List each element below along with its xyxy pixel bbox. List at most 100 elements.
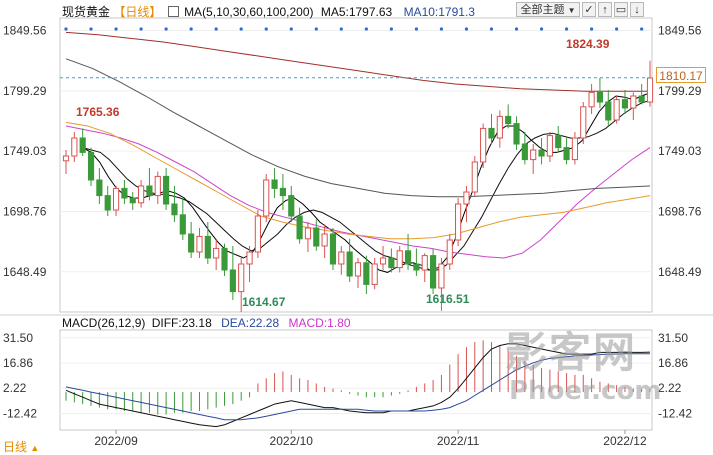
x-tick-label: 2022/10 xyxy=(270,434,314,448)
event-marker-dot xyxy=(89,27,93,31)
price-tick-label-left: 1849.56 xyxy=(3,24,47,38)
macd-dea-value: DEA:22.28 xyxy=(221,316,280,330)
candle-body xyxy=(596,91,604,103)
candle-body xyxy=(271,179,278,189)
candle-body xyxy=(279,187,287,197)
event-marker-dot xyxy=(389,27,393,31)
event-marker-dot xyxy=(339,27,343,31)
ma10-value: MA10:1791.3 xyxy=(403,5,475,19)
candle-body xyxy=(446,239,453,265)
candle-body xyxy=(363,262,370,285)
macd-tick-label-right: 2.22 xyxy=(658,381,682,395)
candle-body xyxy=(163,175,170,205)
candle-body xyxy=(304,227,312,240)
price-tick-label-right: 1698.76 xyxy=(658,204,702,218)
event-marker-dot xyxy=(139,27,143,31)
candle-body xyxy=(513,123,520,145)
macd-diff-value: DIFF:23.18 xyxy=(151,316,212,330)
event-marker-dot xyxy=(289,27,293,31)
candle-body xyxy=(505,115,512,125)
macd-diff-line xyxy=(65,343,651,428)
period-selector[interactable]: 日线 ▲ xyxy=(3,438,39,455)
ma-line-ma100 xyxy=(65,58,651,198)
candle-body xyxy=(613,99,620,121)
candle-body xyxy=(646,77,654,103)
annotation-peak-left: 1765.36 xyxy=(76,105,120,119)
event-marker-dot xyxy=(564,27,569,31)
macd-tick-label-left: 2.22 xyxy=(3,381,27,395)
candle-body xyxy=(563,147,570,161)
candle-body xyxy=(354,262,362,277)
event-marker-dot xyxy=(489,27,494,31)
event-marker-dot xyxy=(314,27,318,31)
x-tick-label: 2022/12 xyxy=(603,434,647,448)
candle-body xyxy=(71,137,78,157)
macd-tick-label-right: 16.86 xyxy=(658,356,688,370)
candle-body xyxy=(546,135,553,157)
candle-body xyxy=(229,269,236,293)
candle-body xyxy=(146,185,153,197)
candle-body xyxy=(396,250,403,269)
event-marker-dot xyxy=(239,27,243,31)
price-tick-label-left: 1749.03 xyxy=(3,144,47,158)
candle-body xyxy=(196,235,203,253)
theme-select-button[interactable]: 全部主题 ▼ xyxy=(516,2,580,17)
candle-body xyxy=(112,187,120,211)
candle-body xyxy=(171,203,178,216)
watermark-domain: Phoer.com xyxy=(509,376,662,406)
candle-body xyxy=(129,197,136,204)
candle-body xyxy=(588,91,595,108)
event-marker-dot xyxy=(464,27,469,31)
ma-params-label: MA(5,10,30,60,100,200) xyxy=(184,5,314,19)
candle-body xyxy=(455,203,462,241)
event-marker-dot xyxy=(114,27,118,31)
event-marker-dot xyxy=(164,27,168,31)
candle-body xyxy=(538,149,545,157)
event-marker-dot xyxy=(615,27,619,31)
arrow-up-icon[interactable]: ↑ xyxy=(598,2,612,17)
candle-body xyxy=(246,251,253,265)
event-marker-dot xyxy=(539,27,544,31)
macd-value: MACD:1.80 xyxy=(288,316,351,330)
ma5-value: MA5:1797.63 xyxy=(320,5,393,19)
candle-body xyxy=(179,214,186,235)
candle-body xyxy=(296,215,303,240)
candle-body xyxy=(388,257,395,269)
checkbox-icon[interactable]: ✓ xyxy=(582,2,596,17)
event-marker-dot xyxy=(514,27,519,31)
candle-body xyxy=(104,195,111,211)
candle-body xyxy=(238,263,245,293)
candle-body xyxy=(371,263,378,285)
macd-header: MACD(26,12,9) DIFF:23.18 DEA:22.28 MACD:… xyxy=(62,316,351,330)
macd-tick-label-left: 16.86 xyxy=(3,356,33,370)
candle-body xyxy=(62,155,70,162)
price-tick-label-right: 1749.03 xyxy=(658,144,702,158)
candle-body xyxy=(488,127,495,139)
event-marker-dot xyxy=(64,27,68,31)
candle-body xyxy=(87,151,95,181)
arrow-down-icon[interactable]: ↓ xyxy=(630,2,644,17)
current-price-tag: 1810.17 xyxy=(656,67,706,83)
candle-body xyxy=(621,99,629,109)
macd-tick-label-right: -12.42 xyxy=(658,406,692,420)
x-tick-label: 2022/11 xyxy=(437,434,480,448)
candle-body xyxy=(221,247,228,271)
candle-body xyxy=(521,143,528,161)
price-tick-label-left: 1799.29 xyxy=(3,84,47,98)
ma-line-ma200 xyxy=(65,31,650,92)
candle-body xyxy=(154,175,161,197)
ma-line-ma10 xyxy=(82,99,651,271)
macd-tick-label-left: 31.50 xyxy=(3,331,33,345)
macd-panel-frame xyxy=(59,329,653,431)
triangle-up-icon: ▲ xyxy=(30,443,40,453)
candle-body xyxy=(530,149,537,161)
period-label[interactable]: 【日线】 xyxy=(113,5,162,19)
window-icon[interactable]: ▭ xyxy=(614,2,628,17)
candle-body xyxy=(288,195,295,217)
candle-body xyxy=(338,251,345,265)
x-tick-label: 2022/09 xyxy=(94,434,138,448)
event-marker-dot xyxy=(364,27,368,31)
macd-params-label: MACD(26,12,9) xyxy=(62,316,146,330)
ma-toggle-icon[interactable] xyxy=(167,6,179,17)
annotation-low1: 1614.67 xyxy=(242,295,286,309)
